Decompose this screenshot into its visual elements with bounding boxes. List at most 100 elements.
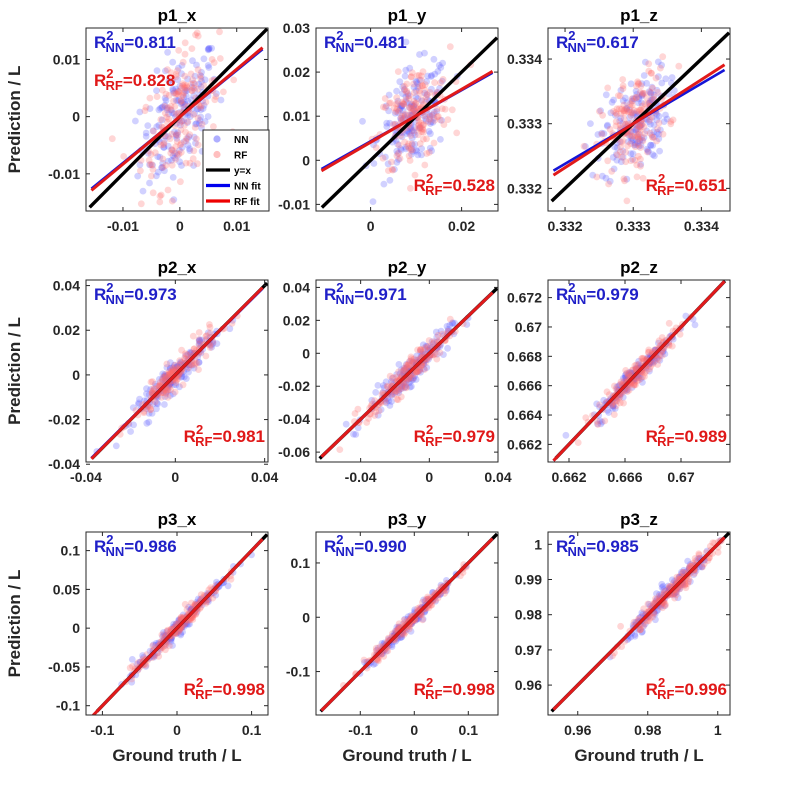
r2-rf-annotation: R2 RF=0.998 [184, 675, 265, 702]
x-tick-label: 0 [173, 722, 181, 738]
rf-point [177, 148, 185, 156]
nn-point [168, 78, 176, 86]
rf-point [635, 79, 642, 87]
nn-point [643, 79, 650, 87]
rf-point [424, 343, 432, 350]
rf-point [634, 78, 641, 86]
rf-point [388, 158, 395, 166]
nn-point [629, 136, 637, 143]
rf-point [155, 652, 163, 660]
nn-point [621, 374, 629, 382]
y-tick-label: 0.664 [507, 407, 542, 423]
r2-value: =0.998 [213, 680, 265, 699]
nn-point [609, 402, 617, 410]
nn-point [668, 576, 676, 584]
nn-point [632, 126, 639, 134]
nn-point [433, 333, 441, 341]
nn-point [173, 131, 180, 139]
nn-point [422, 115, 429, 123]
rf-point [618, 138, 625, 146]
rf-point [655, 355, 662, 363]
nn-point [650, 359, 657, 366]
nn-point [416, 366, 423, 374]
nn-point [657, 126, 664, 134]
x-tick-label: -0.01 [107, 218, 139, 234]
nn-point [410, 105, 418, 113]
nn-point [143, 385, 150, 392]
nn-point [224, 582, 232, 590]
nn-point [411, 124, 419, 132]
rf-point [162, 90, 170, 98]
rf-point [145, 156, 153, 164]
rf-point [164, 186, 172, 194]
nn-point [631, 141, 639, 148]
rf-point [172, 155, 180, 163]
r2-symbol: R [556, 33, 568, 52]
nn-point [412, 93, 420, 101]
nn-point [399, 107, 407, 114]
axes-box [547, 279, 731, 463]
nn-point [177, 359, 185, 367]
rf-point [372, 644, 380, 652]
nn-point [631, 632, 639, 640]
rf-fit-line [320, 291, 494, 458]
nn-point [182, 92, 190, 100]
scatter-points [359, 38, 475, 206]
rf-point [430, 139, 438, 147]
rf-point [416, 89, 424, 97]
nn-point [172, 132, 180, 140]
nn-point [198, 336, 206, 344]
rf-point [685, 578, 692, 585]
rf-point [407, 355, 415, 363]
rf-point [409, 105, 417, 112]
nn-point [158, 376, 166, 383]
rf-point [182, 137, 190, 145]
rf-point [675, 62, 683, 70]
r2-nn-annotation: R2 NN=0.971 [324, 280, 407, 307]
nn-point [428, 111, 436, 119]
r2-subscript: NN [106, 40, 125, 55]
rf-point [408, 110, 416, 117]
rf-point [640, 355, 647, 363]
rf-point [608, 167, 616, 175]
rf-point [372, 144, 380, 152]
rf-point [147, 406, 154, 414]
rf-point [419, 68, 427, 76]
nn-point [388, 643, 396, 650]
nn-point [153, 123, 161, 131]
nn-point [153, 67, 161, 74]
nn-point [660, 586, 668, 594]
rf-point [167, 69, 175, 77]
rf-point [182, 128, 189, 136]
rf-point [166, 369, 174, 377]
identity-line [550, 31, 730, 203]
rf-point [647, 363, 654, 371]
rf-point [405, 140, 412, 148]
nn-point [161, 401, 168, 408]
rf-point [446, 315, 454, 323]
nn-point [433, 108, 441, 115]
nn-point [161, 167, 168, 175]
x-tick-label: 0.02 [448, 218, 475, 234]
nn-point [398, 102, 405, 110]
rf-point [212, 93, 220, 100]
nn-point [146, 161, 154, 169]
nn-point [398, 102, 406, 110]
nn-point [409, 108, 417, 115]
rf-point [414, 367, 421, 375]
rf-point [654, 125, 661, 133]
nn-point [463, 321, 471, 328]
rf-point [612, 109, 620, 117]
r2-value: =0.828 [123, 71, 175, 90]
rf-point [639, 373, 646, 381]
nn-point [174, 363, 181, 371]
rf-point [159, 378, 167, 385]
rf-point [160, 139, 168, 147]
nn-point [609, 154, 617, 161]
nn-point [608, 98, 616, 106]
rf-point [658, 334, 666, 341]
r2-nn-annotation: R2 NN=0.979 [556, 280, 639, 307]
rf-point [639, 174, 647, 182]
rf-point [184, 118, 192, 125]
rf-point [177, 140, 185, 147]
